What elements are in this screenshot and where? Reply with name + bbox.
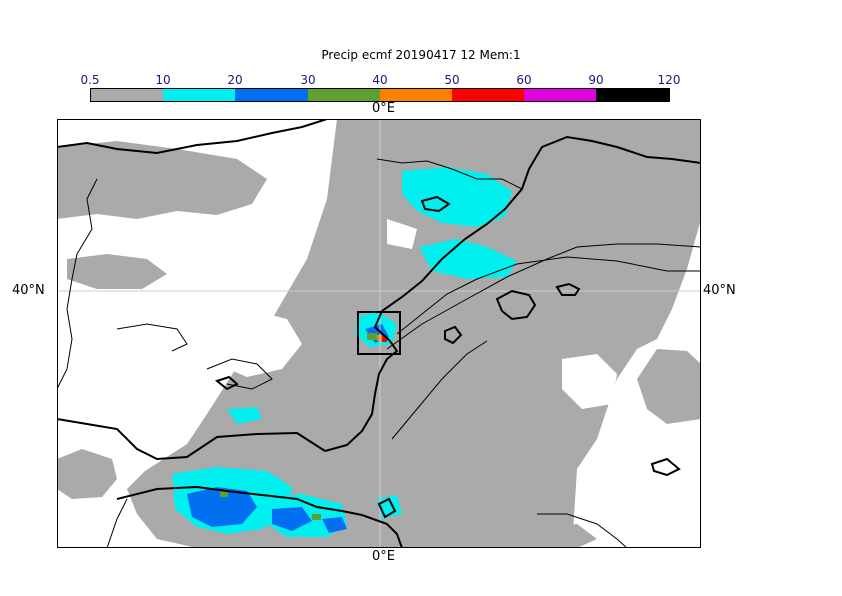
right-latitude-label: 40°N: [703, 283, 736, 298]
coastlines: [57, 119, 701, 548]
colorbar-swatch-1: [163, 88, 235, 101]
colorbar-swatch-4: [380, 88, 452, 101]
colorbar-tick-1: 10: [155, 73, 171, 87]
region-line-1: [396, 256, 701, 335]
colorbar-swatch-6: [524, 88, 596, 101]
bottom-longitude-label: 0°E: [372, 549, 395, 564]
map-frame: [57, 119, 701, 548]
island-mallorca: [495, 289, 537, 321]
lake-3: [650, 457, 681, 477]
colorbar-frame: [90, 88, 670, 102]
precip-red-cell: [382, 336, 387, 342]
colorbar-tick-6: 60: [516, 73, 532, 87]
border-portugal: [57, 178, 98, 390]
precip-blue-area: [187, 324, 389, 533]
border-spain-france: [376, 158, 523, 190]
precip-green-cell: [220, 491, 228, 497]
region-line-2: [386, 243, 701, 350]
island-menorca: [555, 282, 581, 296]
lake-1: [420, 195, 451, 213]
colorbar-tick-3: 30: [300, 73, 316, 87]
colorbar-tick-2: 20: [227, 73, 243, 87]
border-algeria-morocco: [106, 498, 128, 548]
top-longitude-label: 0°E: [372, 101, 395, 116]
coast-south-spain: [57, 418, 326, 461]
lake-4: [377, 497, 397, 519]
coast-north-spain: [57, 119, 328, 155]
colorbar-tick-4: 40: [372, 73, 388, 87]
colorbar-tick-0: 0.5: [80, 73, 100, 87]
colorbar-tick-7: 90: [588, 73, 604, 87]
colorbar-swatch-3: [308, 88, 380, 101]
colorbar-swatch-5: [452, 88, 524, 101]
borders: [57, 158, 701, 548]
precip-green-cell: [312, 514, 321, 520]
island-ibiza: [444, 325, 463, 345]
precip-grey-area: [57, 119, 701, 548]
precip-green-cell: [367, 333, 377, 340]
coast-east-spain: [324, 135, 701, 452]
left-latitude-label: 40°N: [12, 283, 45, 298]
precipitation-map: [57, 119, 701, 548]
coast-north-africa: [116, 485, 403, 548]
colorbar-tick-5: 50: [444, 73, 460, 87]
colorbar-swatch-7: [596, 88, 669, 101]
lake-2: [214, 375, 239, 391]
focus-box: [357, 311, 401, 355]
colorbar-swatch-0: [90, 88, 163, 101]
border-tunisia: [537, 513, 628, 548]
region-line-3: [391, 340, 488, 440]
region-line-4: [206, 358, 273, 390]
colorbar-tick-8: 120: [657, 73, 681, 87]
chart-title: Precip ecmf 20190417 12 Mem:1: [321, 48, 521, 62]
graticule: [57, 119, 701, 548]
colorbar-swatch-2: [235, 88, 308, 101]
region-line-5: [116, 323, 188, 352]
